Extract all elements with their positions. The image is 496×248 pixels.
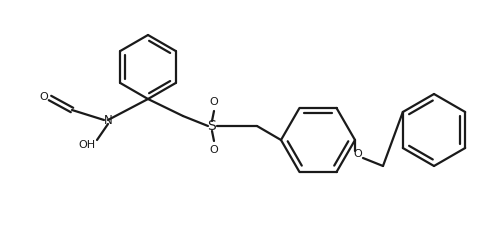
Text: S: S xyxy=(208,119,216,133)
Text: O: O xyxy=(210,145,218,155)
Text: OH: OH xyxy=(78,140,96,150)
Text: O: O xyxy=(210,97,218,107)
Text: O: O xyxy=(40,92,49,102)
Text: N: N xyxy=(104,114,113,126)
Text: O: O xyxy=(354,149,363,159)
